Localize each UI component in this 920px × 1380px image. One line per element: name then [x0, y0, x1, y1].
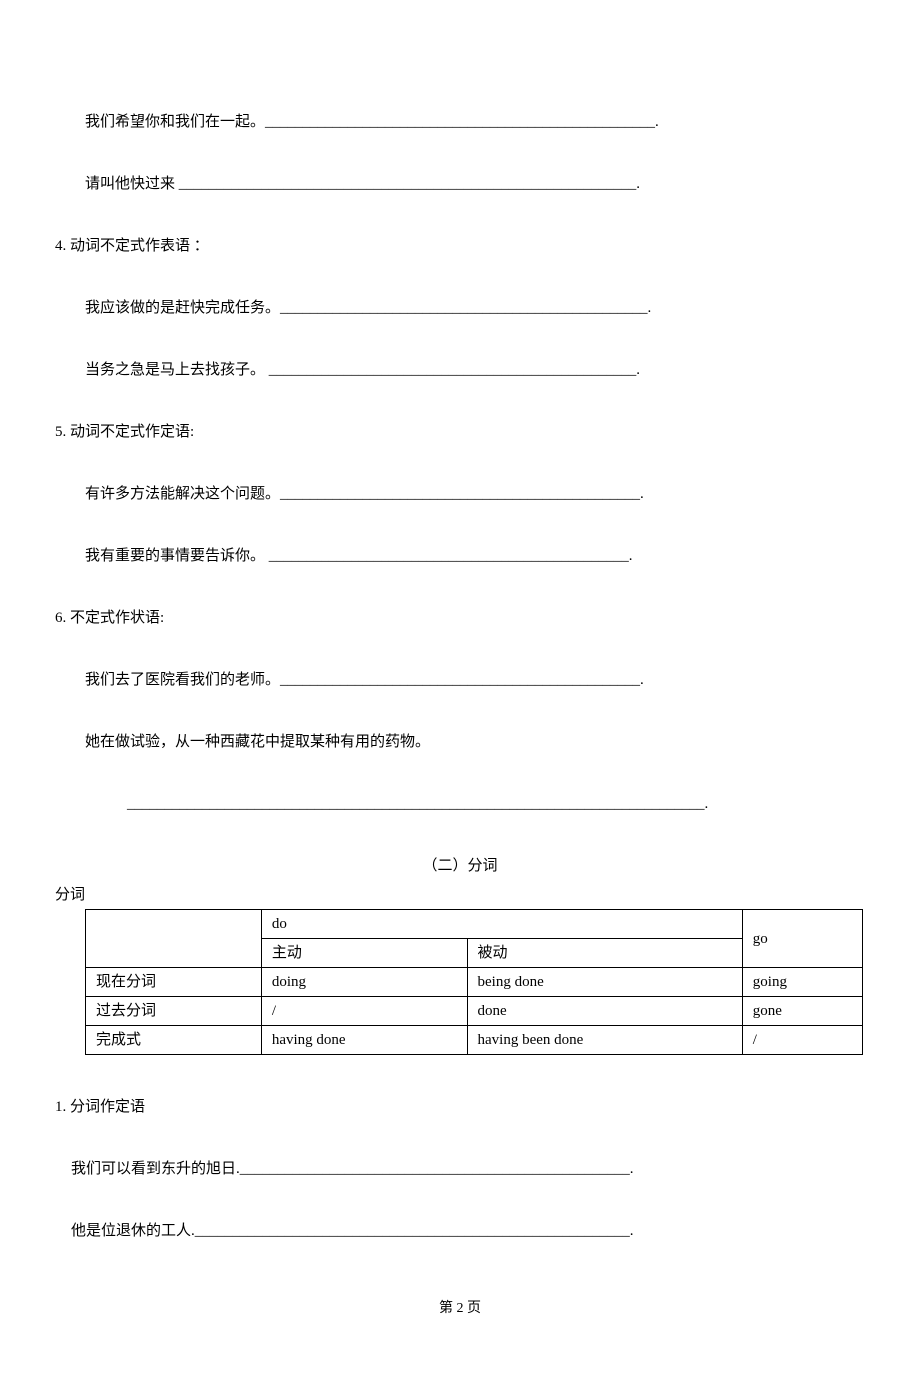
table-cell: having done [261, 1026, 467, 1055]
table-row: 过去分词 / done gone [86, 997, 863, 1026]
table-cell: / [742, 1026, 862, 1055]
exercise-line: 他是位退休的工人._______________________________… [55, 1219, 865, 1243]
table-cell: do [261, 910, 742, 939]
table-cell: 完成式 [86, 1026, 262, 1055]
exercise-line: 我们希望你和我们在一起。____________________________… [55, 110, 865, 134]
table-row: 完成式 having done having been done / [86, 1026, 863, 1055]
section-heading-5: 5. 动词不定式作定语: [55, 420, 865, 444]
exercise-line: 有许多方法能解决这个问题。___________________________… [55, 482, 865, 506]
exercise-line: 我有重要的事情要告诉你。 ___________________________… [55, 544, 865, 568]
table-cell: 现在分词 [86, 968, 262, 997]
table-row: do go [86, 910, 863, 939]
page-number: 第 2 页 [55, 1298, 865, 1320]
section-title-2: （二）分词 [55, 854, 865, 878]
blank-line: ________________________________________… [55, 792, 865, 816]
table-cell: going [742, 968, 862, 997]
exercise-line: 我应该做的是赶快完成任务。___________________________… [55, 296, 865, 320]
table-cell: done [467, 997, 742, 1026]
exercise-line: 请叫他快过来 _________________________________… [55, 172, 865, 196]
section-heading-1b: 1. 分词作定语 [55, 1095, 865, 1119]
exercise-line: 我们去了医院看我们的老师。___________________________… [55, 668, 865, 692]
table-cell: being done [467, 968, 742, 997]
table-cell [86, 910, 262, 968]
exercise-line: 当务之急是马上去找孩子。 ___________________________… [55, 358, 865, 382]
table-cell: 主动 [261, 939, 467, 968]
table-cell: doing [261, 968, 467, 997]
table-cell: 过去分词 [86, 997, 262, 1026]
fenci-label: 分词 [55, 883, 865, 907]
participle-table: do go 主动 被动 现在分词 doing being done going … [85, 909, 863, 1055]
section-heading-4: 4. 动词不定式作表语 ： [55, 234, 865, 258]
table-row: 现在分词 doing being done going [86, 968, 863, 997]
table-cell: having been done [467, 1026, 742, 1055]
exercise-line: 我们可以看到东升的旭日.____________________________… [55, 1157, 865, 1181]
table-cell: / [261, 997, 467, 1026]
section-heading-6: 6. 不定式作状语: [55, 606, 865, 630]
exercise-line: 她在做试验，从一种西藏花中提取某种有用的药物。 [55, 730, 865, 754]
table-cell: go [742, 910, 862, 968]
table-cell: gone [742, 997, 862, 1026]
table-cell: 被动 [467, 939, 742, 968]
